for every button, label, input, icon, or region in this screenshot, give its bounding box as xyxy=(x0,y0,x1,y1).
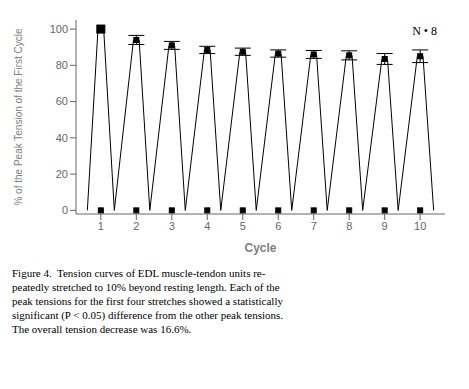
svg-text:6: 6 xyxy=(275,220,281,232)
svg-text:5: 5 xyxy=(240,220,246,232)
svg-text:8: 8 xyxy=(346,220,352,232)
svg-text:4: 4 xyxy=(204,220,210,232)
html-text:peak tensions for the first fo: peak tensions for the first four stretch… xyxy=(12,295,283,307)
html-text:Figure 4. Tension curves of ED: Figure 4. Tension curves of EDL muscle-t… xyxy=(12,267,266,279)
svg-text:10: 10 xyxy=(414,220,426,232)
svg-text:Cycle: Cycle xyxy=(244,241,276,255)
svg-text:% of the Peak Tension of the F: % of the Peak Tension of the First Cycle xyxy=(13,28,24,206)
svg-text:100: 100 xyxy=(50,23,68,35)
svg-text:40: 40 xyxy=(56,132,68,144)
svg-text:60: 60 xyxy=(56,95,68,107)
html-text:N • 8: N • 8 xyxy=(412,24,437,38)
svg-text:3: 3 xyxy=(169,220,175,232)
html-text:The overall tension decrease w: The overall tension decrease was 16.6%. xyxy=(12,323,192,335)
svg-text:9: 9 xyxy=(382,220,388,232)
svg-text:20: 20 xyxy=(56,168,68,180)
svg-text:7: 7 xyxy=(311,220,317,232)
html-text:significant (P < 0.05) differe: significant (P < 0.05) difference from t… xyxy=(12,309,283,321)
svg-text:1: 1 xyxy=(98,220,104,232)
svg-text:2: 2 xyxy=(133,220,139,232)
html-text:peatedly stretched to 10% beyo: peatedly stretched to 10% beyond resting… xyxy=(12,281,280,293)
svg-text:0: 0 xyxy=(62,204,68,216)
svg-text:80: 80 xyxy=(56,59,68,71)
